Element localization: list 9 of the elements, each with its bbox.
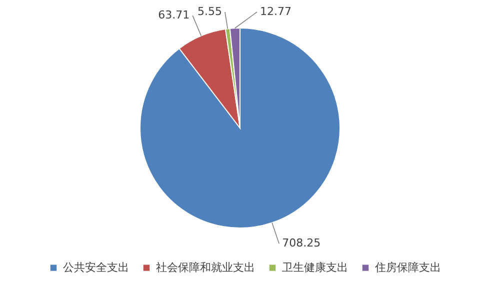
legend-label: 卫生健康支出 [282,260,348,274]
data-label: 708.25 [282,236,321,250]
legend-label: 社会保障和就业支出 [156,260,255,274]
pie-slice [140,28,340,228]
data-label: 12.77 [260,5,292,18]
legend-label: 公共安全支出 [63,260,129,274]
legend-label: 住房保障支出 [375,260,441,274]
data-label: 5.55 [197,5,222,18]
data-label: 63.71 [158,8,190,22]
